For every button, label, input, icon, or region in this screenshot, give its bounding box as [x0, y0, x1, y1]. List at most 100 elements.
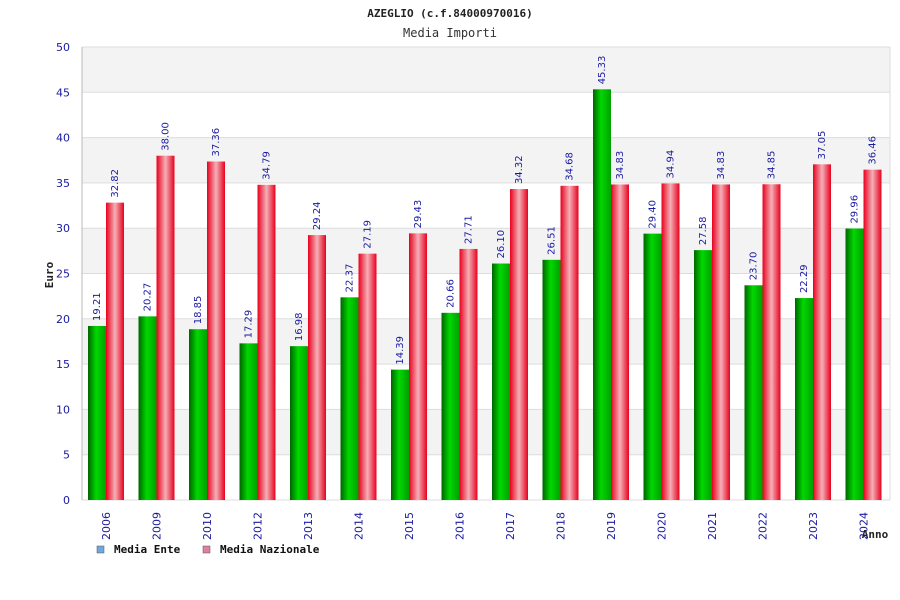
x-tick-label-2014: 2014: [353, 512, 366, 540]
y-tick-label: 5: [63, 449, 70, 462]
value-label-media-ente-2006: 19.21: [92, 292, 103, 321]
bar-media-ente-2012: [239, 343, 258, 500]
x-tick-label-2006: 2006: [100, 512, 113, 540]
value-label-media-ente-2016: 20.66: [446, 279, 457, 308]
value-label-media-ente-2012: 17.29: [244, 310, 255, 339]
bar-media-ente-2015: [391, 369, 409, 500]
value-label-media-ente-2021: 27.58: [698, 216, 709, 245]
y-tick-label: 15: [56, 358, 70, 371]
y-tick-label: 10: [56, 403, 70, 416]
y-tick-label: 35: [56, 177, 70, 190]
value-label-media-nazionale-2009: 38.00: [161, 122, 172, 151]
value-label-media-nazionale-2016: 27.71: [464, 215, 475, 244]
y-axis-label: Euro: [43, 261, 56, 288]
value-label-media-ente-2013: 16.98: [294, 313, 305, 342]
x-tick-label-2023: 2023: [807, 512, 820, 540]
x-tick-label-2013: 2013: [302, 512, 315, 540]
value-label-media-nazionale-2006: 32.82: [110, 169, 121, 198]
bar-media-nazionale-2023: [813, 164, 831, 500]
plot-band: [82, 47, 890, 93]
x-tick-label-2022: 2022: [757, 512, 770, 540]
bar-media-ente-2013: [290, 346, 308, 500]
value-label-media-nazionale-2015: 29.43: [413, 200, 424, 229]
value-label-media-nazionale-2013: 29.24: [312, 201, 323, 230]
value-label-media-ente-2024: 29.96: [850, 195, 861, 224]
bar-media-nazionale-2019: [611, 184, 629, 501]
y-tick-label: 20: [56, 313, 70, 326]
bar-media-ente-2017: [492, 263, 510, 500]
bar-media-nazionale-2012: [257, 184, 276, 500]
x-axis-label: Anno: [862, 528, 889, 541]
x-tick-label-2020: 2020: [656, 512, 669, 540]
y-tick-label: 25: [56, 268, 70, 281]
y-tick-label: 45: [56, 86, 70, 99]
y-tick-label: 30: [56, 222, 70, 235]
chart-title: AZEGLIO (c.f.84000970016): [367, 7, 533, 20]
value-label-media-nazionale-2019: 34.83: [615, 151, 626, 180]
legend-label-media-nazionale: Media Nazionale: [220, 543, 320, 556]
bar-media-nazionale-2017: [510, 189, 528, 501]
bar-media-nazionale-2016: [459, 248, 478, 500]
value-label-media-nazionale-2023: 37.05: [817, 131, 828, 160]
value-label-media-nazionale-2021: 34.83: [716, 151, 727, 180]
value-label-media-ente-2022: 23.70: [749, 252, 760, 281]
bar-media-nazionale-2013: [308, 235, 326, 500]
bar-media-ente-2022: [744, 285, 763, 500]
x-tick-label-2018: 2018: [555, 512, 568, 540]
x-tick-label-2024: 2024: [858, 512, 871, 540]
x-tick-label-2009: 2009: [151, 512, 164, 540]
y-tick-label: 0: [63, 494, 70, 507]
x-axis-ticks: 2006 2009 2010 2012 2013 2014 2015 2016 2017 2018…: [100, 512, 871, 540]
bar-media-ente-2006: [88, 325, 106, 500]
legend-swatch-media-nazionale: [202, 545, 211, 554]
bar-media-nazionale-2010: [207, 161, 225, 500]
value-label-media-nazionale-2020: 34.94: [666, 150, 677, 179]
bar-media-nazionale-2021: [712, 184, 730, 501]
bar-media-ente-2021: [694, 250, 712, 500]
bar-media-ente-2016: [441, 312, 460, 500]
bar-media-nazionale-2006: [106, 202, 124, 500]
legend-label-media-ente: Media Ente: [114, 543, 181, 556]
x-tick-label-2012: 2012: [252, 512, 265, 540]
value-label-media-nazionale-2012: 34.79: [262, 151, 273, 180]
value-label-media-ente-2020: 29.40: [648, 200, 659, 229]
x-tick-label-2016: 2016: [454, 512, 467, 540]
bar-media-nazionale-2009: [156, 155, 175, 500]
bars: [88, 89, 882, 501]
value-label-media-nazionale-2022: 34.85: [767, 151, 778, 180]
value-label-media-nazionale-2024: 36.46: [868, 136, 879, 165]
value-label-media-ente-2010: 18.85: [193, 296, 204, 325]
x-tick-label-2015: 2015: [403, 512, 416, 540]
value-label-media-nazionale-2018: 34.68: [565, 152, 576, 181]
value-label-media-ente-2019: 45.33: [597, 56, 608, 85]
value-label-media-nazionale-2017: 34.32: [514, 155, 525, 184]
bar-media-nazionale-2018: [560, 185, 579, 500]
value-label-media-nazionale-2010: 37.36: [211, 128, 222, 157]
value-label-media-nazionale-2014: 27.19: [363, 220, 374, 249]
x-tick-label-2021: 2021: [706, 512, 719, 540]
bar-media-nazionale-2024: [863, 169, 882, 500]
bar-media-nazionale-2020: [661, 183, 680, 500]
bar-media-ente-2014: [340, 297, 359, 500]
bar-media-ente-2018: [542, 259, 561, 500]
value-label-media-ente-2015: 14.39: [395, 336, 406, 365]
bar-media-ente-2020: [643, 233, 662, 501]
bar-media-nazionale-2014: [358, 253, 377, 500]
y-tick-label: 50: [56, 41, 70, 54]
chart-subtitle: Media Importi: [403, 26, 497, 40]
bar-media-ente-2019: [593, 89, 611, 500]
bar-media-ente-2023: [795, 298, 813, 500]
value-label-media-ente-2009: 20.27: [143, 283, 154, 312]
value-label-media-ente-2014: 22.37: [345, 264, 356, 293]
bar-media-nazionale-2015: [409, 233, 427, 500]
x-tick-label-2010: 2010: [201, 512, 214, 540]
bar-media-ente-2010: [189, 329, 207, 500]
legend-swatch-media-ente: [96, 545, 105, 554]
value-label-media-ente-2018: 26.51: [547, 226, 558, 255]
legend: Media Ente Media Nazionale: [96, 543, 320, 556]
x-tick-label-2019: 2019: [605, 512, 618, 540]
x-tick-label-2017: 2017: [504, 512, 517, 540]
value-label-media-ente-2017: 26.10: [496, 230, 507, 259]
bar-media-ente-2024: [845, 228, 864, 501]
